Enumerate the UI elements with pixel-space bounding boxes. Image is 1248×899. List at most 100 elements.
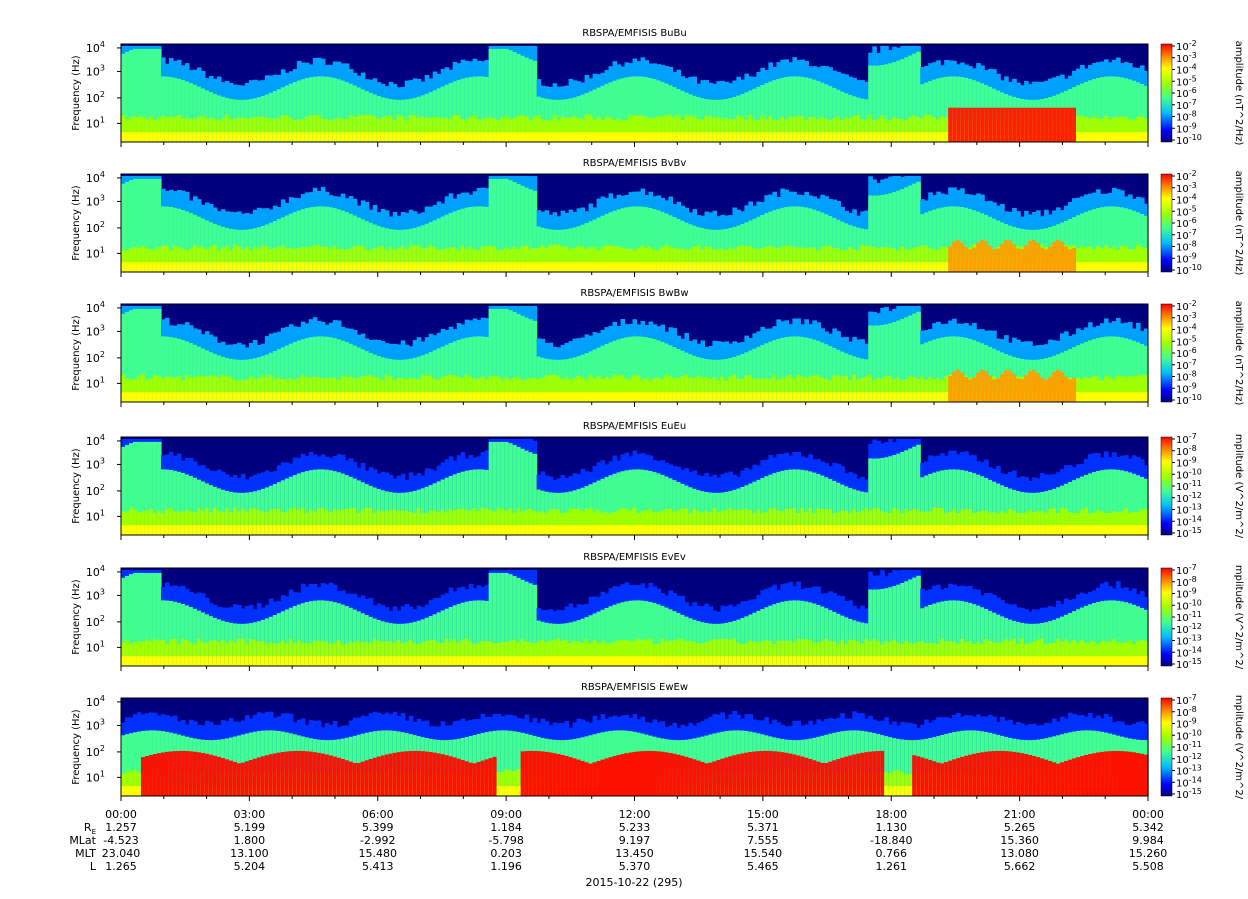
spectrogram-column — [724, 380, 730, 402]
spectrogram-column — [736, 509, 741, 535]
spectrogram-column — [1092, 132, 1097, 142]
spectrogram-column — [125, 511, 130, 535]
colorbar-tick-label: 10-9 — [1176, 456, 1197, 470]
spectrogram-column — [776, 379, 781, 402]
spectrogram-column — [368, 114, 374, 142]
spectrogram-column — [212, 640, 218, 666]
spectrogram-column — [1088, 377, 1093, 402]
spectrogram-column — [828, 392, 833, 402]
spectrogram-column — [684, 115, 690, 142]
spectrogram-column — [812, 472, 817, 535]
spectrogram-column — [400, 643, 406, 666]
y-axis-label: Frequency (Hz) — [71, 315, 82, 391]
spectrogram-column — [184, 250, 190, 272]
spectrogram-column — [540, 119, 546, 142]
spectrogram-column — [460, 78, 466, 142]
spectrogram-column — [220, 392, 226, 402]
spectrogram-column — [648, 508, 654, 535]
spectrogram-column — [768, 379, 773, 402]
spectrogram-column — [584, 392, 590, 402]
spectrogram-column — [140, 525, 146, 535]
spectrogram-column — [712, 376, 718, 402]
spectrogram-column — [208, 117, 214, 142]
spectrogram-column — [908, 315, 913, 402]
spectrogram-column — [121, 132, 126, 142]
spectrogram-column — [200, 656, 206, 666]
spectrogram-column — [892, 455, 897, 535]
spectrogram-column — [224, 376, 230, 402]
spectrogram-column — [440, 392, 446, 402]
spectrogram-column — [320, 262, 326, 272]
spectrogram-column — [716, 117, 722, 142]
spectrogram-column — [668, 525, 674, 535]
spectrogram-column — [200, 525, 206, 535]
spectrogram-column — [872, 120, 877, 142]
spectrogram-column — [900, 119, 905, 142]
spectrogram-column — [1120, 525, 1125, 535]
spectrogram-column — [408, 377, 414, 402]
spectrogram-column — [720, 248, 726, 272]
spectrogram-column — [296, 248, 302, 272]
spectrogram-column — [240, 392, 246, 402]
spectrogram-column — [672, 378, 678, 402]
spectrogram-column — [1088, 118, 1093, 142]
spectrogram-column — [296, 119, 302, 142]
spectrogram-column — [216, 525, 222, 535]
spectrogram-column — [352, 525, 358, 535]
spectrogram-column — [1076, 392, 1081, 402]
spectrogram-column — [1144, 509, 1149, 535]
spectrogram-column — [668, 478, 674, 535]
spectrogram-column — [516, 313, 522, 402]
spectrogram-column — [532, 60, 538, 142]
spectrogram-column — [632, 336, 638, 402]
spectrogram-column — [708, 262, 714, 272]
spectrogram-column — [1012, 244, 1017, 272]
spectrogram-column — [700, 119, 706, 142]
y-tick-label: 101 — [86, 115, 105, 130]
spectrogram-column — [192, 392, 198, 402]
spectrogram-column — [980, 525, 985, 535]
spectrogram-column — [508, 656, 514, 666]
spectrogram-column — [1112, 262, 1117, 272]
spectrogram-column — [676, 262, 682, 272]
spectrogram-column — [448, 82, 454, 142]
spectrogram-column — [636, 513, 642, 535]
spectrogram-column — [424, 656, 430, 666]
spectrogram-column — [1004, 240, 1009, 272]
spectrogram-column — [396, 525, 402, 535]
spectrogram-column — [404, 656, 410, 666]
spectrogram-column — [1060, 371, 1065, 402]
spectrogram-column — [304, 512, 310, 535]
spectrogram-column — [888, 120, 893, 142]
spectrogram-column — [868, 262, 873, 272]
spectrogram-column — [704, 376, 710, 402]
spectrogram-column — [376, 525, 382, 535]
spectrogram-column — [924, 82, 929, 142]
spectrogram-column — [528, 319, 534, 402]
spectrogram-column — [292, 342, 298, 402]
spectrogram-column — [452, 262, 458, 272]
spectrogram-column — [712, 132, 718, 142]
spectrogram-column — [800, 206, 805, 272]
spectrogram-column — [820, 247, 825, 272]
spectrogram-column — [192, 344, 198, 402]
spectrogram-column — [448, 475, 454, 535]
spectrogram-column — [936, 208, 941, 272]
spectrogram-column — [484, 132, 490, 142]
spectrogram-column — [188, 476, 194, 535]
spectrogram-column — [324, 132, 330, 142]
spectrogram-column — [264, 392, 270, 402]
spectrogram-column — [268, 118, 274, 142]
spectrogram-column — [796, 392, 801, 402]
spectrogram-column — [568, 656, 574, 666]
spectrogram-column — [476, 76, 482, 142]
spectrogram-column — [728, 132, 734, 142]
spectrogram-column — [844, 223, 849, 272]
spectrogram-column — [824, 245, 829, 272]
spectrogram-column — [1116, 525, 1121, 535]
spectrogram-column — [580, 94, 586, 142]
spectrogram-column — [900, 132, 905, 142]
spectrogram-column — [508, 262, 514, 272]
